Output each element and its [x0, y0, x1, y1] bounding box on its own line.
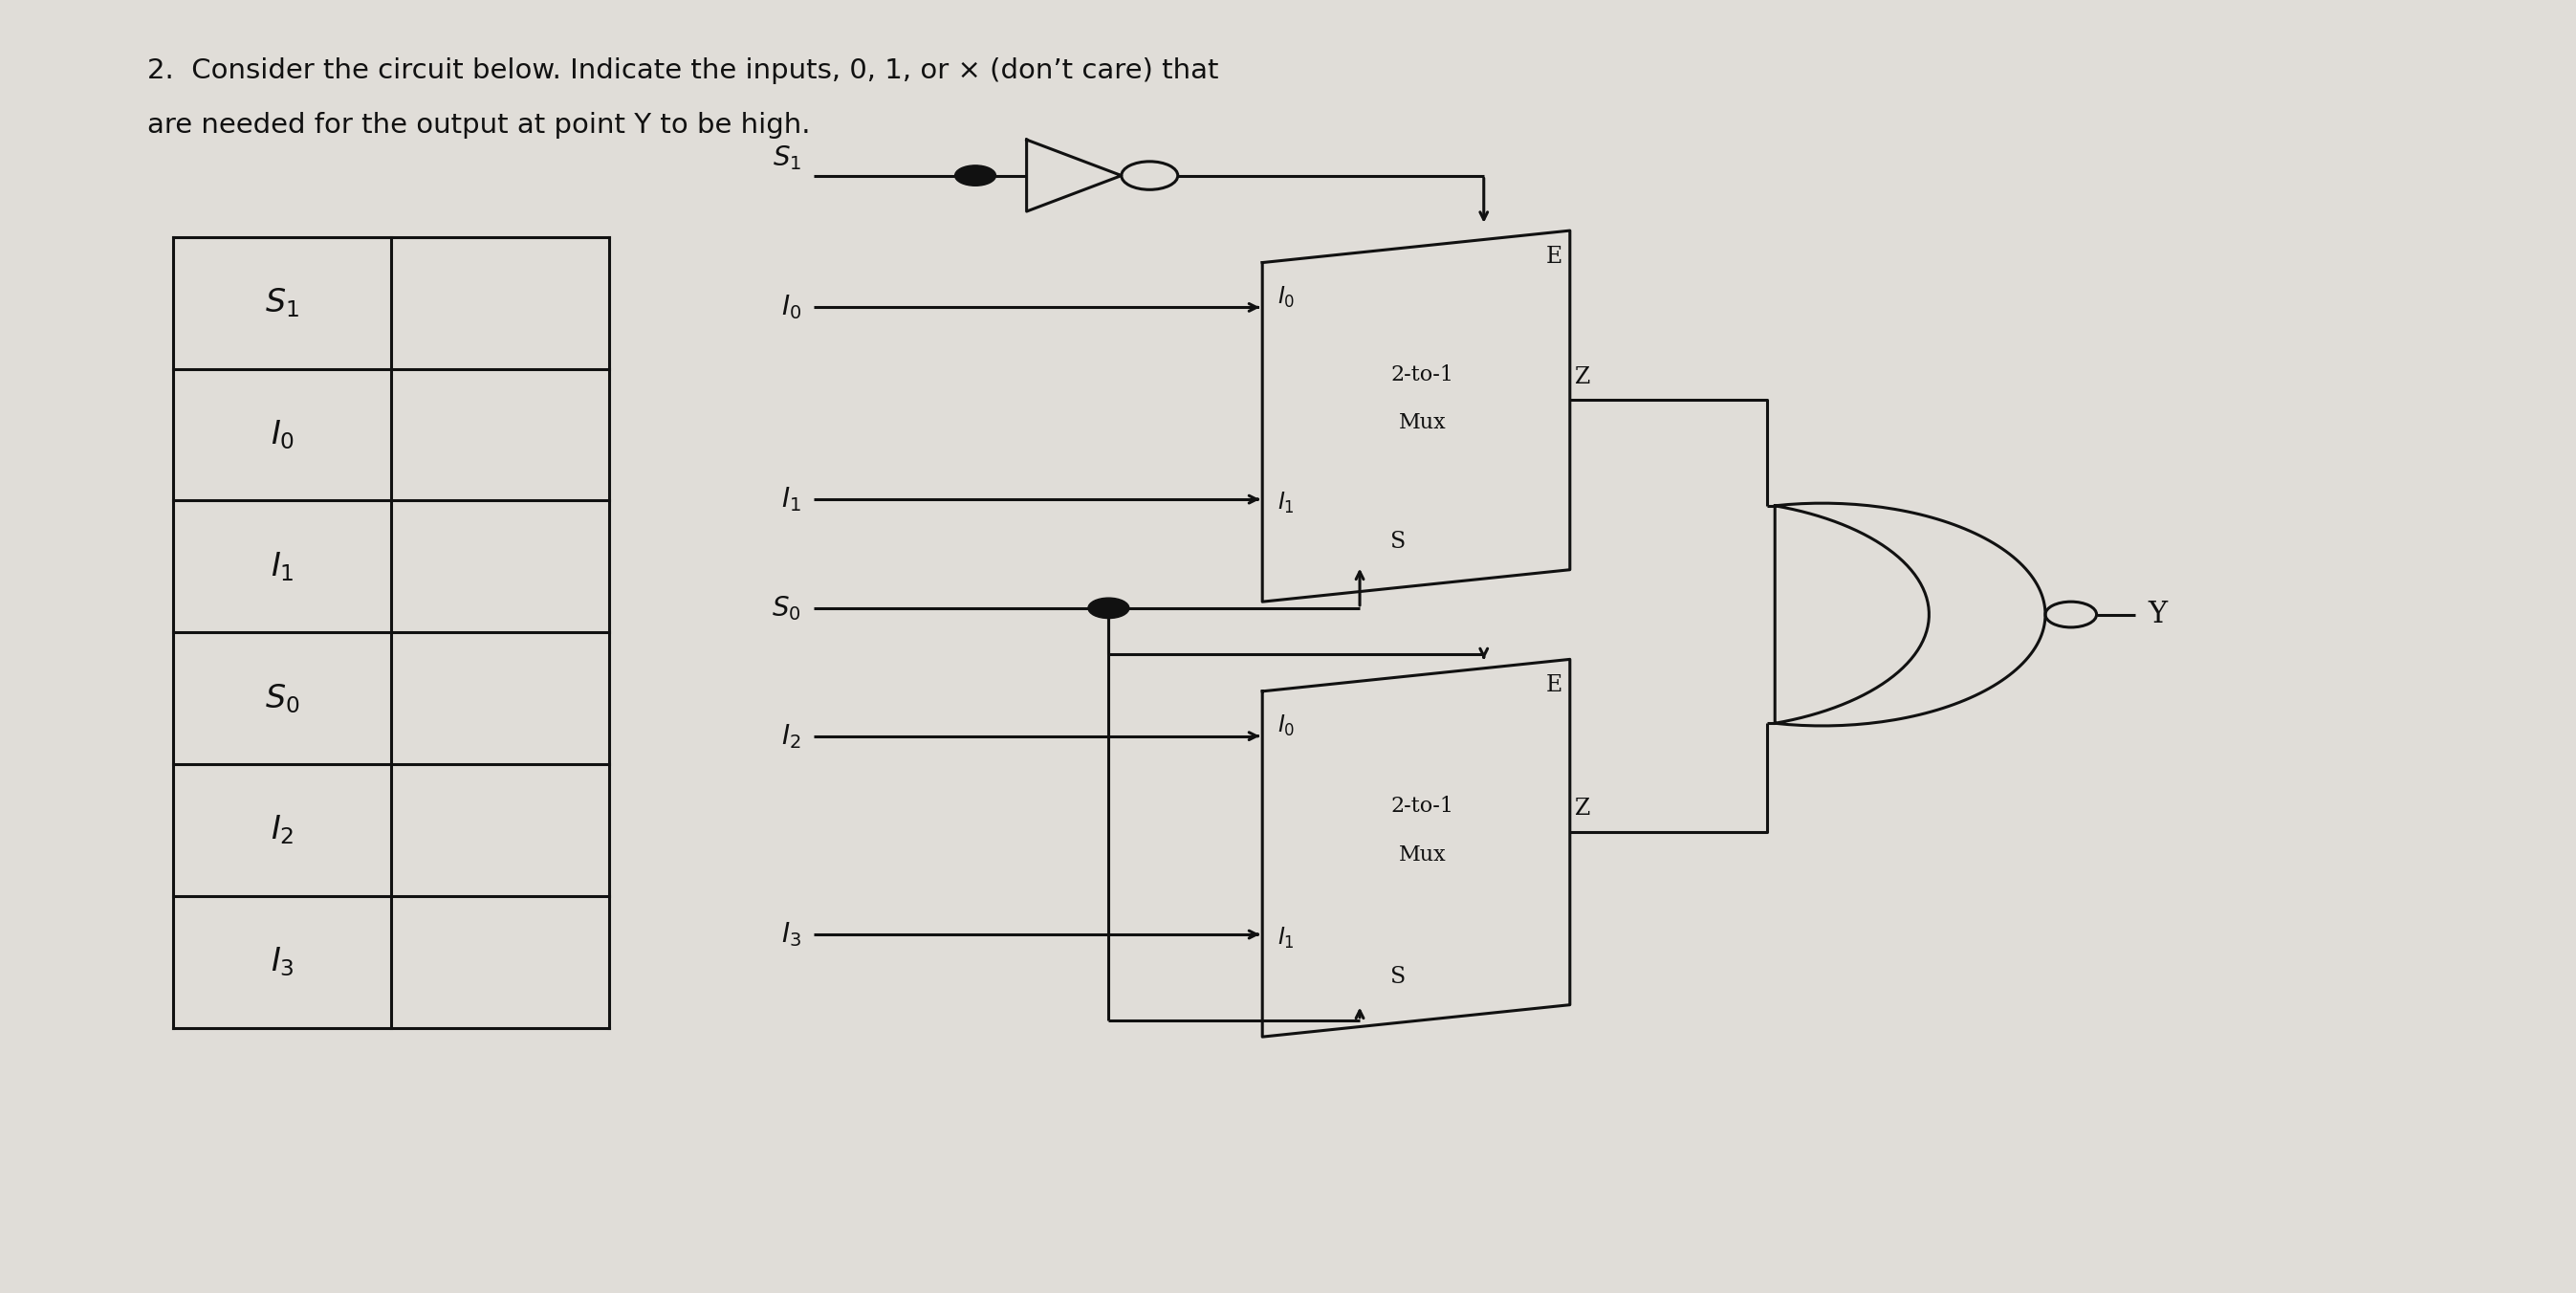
Text: $I_0$: $I_0$ — [1278, 284, 1296, 309]
Text: 2-to-1: 2-to-1 — [1391, 365, 1453, 385]
Text: $I_2$: $I_2$ — [781, 721, 801, 750]
Text: $S_0$: $S_0$ — [773, 593, 801, 622]
Text: $I_1$: $I_1$ — [1278, 926, 1296, 950]
Circle shape — [1087, 597, 1128, 618]
Text: 2.  Consider the circuit below. Indicate the inputs, 0, 1, or × (don’t care) tha: 2. Consider the circuit below. Indicate … — [147, 58, 1218, 84]
Text: Y: Y — [2148, 600, 2166, 630]
Text: $I_1$: $I_1$ — [270, 550, 294, 583]
Text: S: S — [1391, 966, 1406, 988]
Text: $I_3$: $I_3$ — [781, 921, 801, 949]
Text: $I_0$: $I_0$ — [1278, 714, 1296, 738]
Circle shape — [956, 166, 997, 186]
Text: $S_1$: $S_1$ — [265, 286, 299, 319]
Text: $I_1$: $I_1$ — [781, 485, 801, 513]
Text: $I_0$: $I_0$ — [270, 418, 294, 451]
Text: Mux: Mux — [1399, 844, 1445, 865]
Text: Mux: Mux — [1399, 412, 1445, 433]
Text: $I_1$: $I_1$ — [1278, 490, 1296, 516]
Text: $I_3$: $I_3$ — [270, 945, 294, 979]
Text: 2-to-1: 2-to-1 — [1391, 796, 1453, 817]
Text: $I_2$: $I_2$ — [270, 813, 294, 847]
Text: E: E — [1546, 675, 1561, 697]
Text: $S_1$: $S_1$ — [773, 144, 801, 172]
Text: E: E — [1546, 246, 1561, 268]
Text: Z: Z — [1574, 366, 1589, 388]
Text: S: S — [1391, 530, 1406, 552]
Text: $I_0$: $I_0$ — [781, 294, 801, 322]
Text: Z: Z — [1574, 798, 1589, 820]
Text: are needed for the output at point Y to be high.: are needed for the output at point Y to … — [147, 111, 811, 138]
Text: $S_0$: $S_0$ — [265, 681, 299, 715]
